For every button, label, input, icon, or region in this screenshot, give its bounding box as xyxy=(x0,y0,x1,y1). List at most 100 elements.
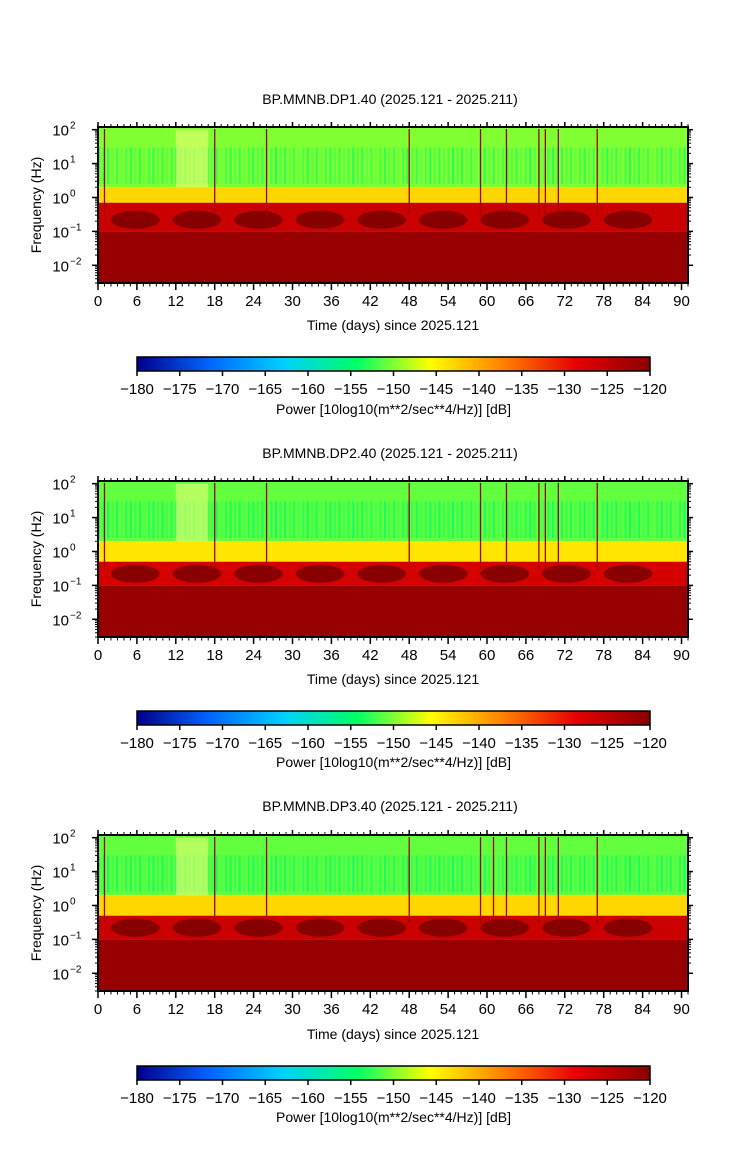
power-texture-stripe xyxy=(388,855,391,892)
power-texture-stripe xyxy=(501,501,504,538)
y-tick-label: 10 xyxy=(52,190,69,207)
power-texture-stripe xyxy=(565,501,568,538)
power-texture-stripe xyxy=(610,501,613,538)
power-texture-stripe xyxy=(152,855,155,892)
power-texture-stripe xyxy=(393,855,395,892)
x-tick-label: 12 xyxy=(167,293,184,310)
power-texture-stripe xyxy=(483,147,486,184)
microseism-peak xyxy=(480,564,530,583)
power-texture-stripe xyxy=(683,855,686,892)
y-tick-exponent: 2 xyxy=(70,829,76,840)
power-texture-stripe xyxy=(429,501,432,538)
power-texture-stripe xyxy=(111,855,114,892)
power-texture-stripe xyxy=(583,501,586,538)
power-texture-stripe xyxy=(511,501,513,538)
x-axis-label: Time (days) since 2025.121 xyxy=(307,1026,479,1042)
colorbar-tick-label: −160 xyxy=(291,1090,325,1107)
power-texture-stripe xyxy=(501,147,504,184)
power-texture-stripe xyxy=(647,855,650,892)
colorbar-tick-label: −150 xyxy=(377,1090,411,1107)
power-texture-stripe xyxy=(533,501,536,538)
power-texture-stripe xyxy=(243,147,246,184)
y-tick-base: 10 xyxy=(52,157,69,174)
power-texture-stripe xyxy=(147,501,150,538)
power-texture-stripe xyxy=(592,855,595,892)
colorbar-tick-label: −145 xyxy=(419,735,453,752)
x-tick-label: 30 xyxy=(284,1001,301,1018)
colorbar-gradient xyxy=(136,356,651,372)
power-texture-stripe xyxy=(365,147,368,184)
power-texture-stripe xyxy=(356,501,359,538)
power-texture-stripe xyxy=(302,855,305,892)
colorbar-tick-label: −160 xyxy=(291,381,325,398)
power-texture-stripe xyxy=(293,855,296,892)
power-texture-stripe xyxy=(370,147,373,184)
power-texture-stripe xyxy=(288,147,291,184)
microseism-peak xyxy=(172,918,222,937)
colorbar-tick-label: −165 xyxy=(248,381,282,398)
power-texture-stripe xyxy=(334,501,336,538)
colorbar-tick-label: −130 xyxy=(548,381,582,398)
power-texture-stripe xyxy=(520,147,523,184)
colorbar-tick-label: −175 xyxy=(163,1090,197,1107)
power-texture-stripe xyxy=(152,147,155,184)
power-texture-stripe xyxy=(116,147,119,184)
power-texture-stripe xyxy=(515,501,518,538)
power-texture-stripe xyxy=(334,855,336,892)
power-texture-stripe xyxy=(465,501,468,538)
power-texture-stripe xyxy=(324,501,327,538)
y-tick-label: 10 xyxy=(52,258,69,275)
microseism-peak xyxy=(418,918,468,937)
x-tick-label: 18 xyxy=(206,1001,223,1018)
power-texture-stripe xyxy=(429,855,432,892)
power-texture-stripe xyxy=(138,855,141,892)
y-tick-base: 10 xyxy=(52,123,69,140)
x-tick-label: 24 xyxy=(245,293,262,310)
power-texture-stripe xyxy=(147,855,150,892)
power-texture-stripe xyxy=(225,855,228,892)
power-texture-stripe xyxy=(433,501,436,538)
power-texture-stripe xyxy=(551,147,554,184)
power-texture-stripe xyxy=(161,855,164,892)
power-texture-stripe xyxy=(651,855,654,892)
power-texture-stripe xyxy=(383,147,386,184)
power-texture-stripe xyxy=(120,855,123,892)
power-texture-stripe xyxy=(574,501,577,538)
power-texture-stripe xyxy=(134,855,137,892)
power-texture-stripe xyxy=(270,855,273,892)
x-tick-label: 36 xyxy=(323,647,340,664)
power-texture-stripe xyxy=(461,855,464,892)
power-texture-stripe xyxy=(420,501,423,538)
power-texture-stripe xyxy=(134,501,137,538)
power-texture-stripe xyxy=(397,147,400,184)
power-texture-stripe xyxy=(674,501,677,538)
power-texture-stripe xyxy=(383,855,386,892)
power-texture-stripe xyxy=(338,855,341,892)
y-tick-label: 10 xyxy=(52,511,69,528)
power-texture-stripe xyxy=(279,147,282,184)
power-texture-stripe xyxy=(424,147,427,184)
power-texture-stripe xyxy=(361,147,364,184)
power-texture-stripe xyxy=(120,501,123,538)
power-texture-stripe xyxy=(311,501,314,538)
y-tick-label: 10 xyxy=(52,123,69,140)
power-texture-stripe xyxy=(107,501,110,538)
heatmap-area xyxy=(98,835,688,991)
power-texture-stripe xyxy=(438,147,441,184)
power-texture-stripe xyxy=(311,147,314,184)
power-texture-stripe xyxy=(343,855,346,892)
power-band-2 xyxy=(98,187,688,203)
power-texture-stripe xyxy=(511,147,513,184)
x-tick-label: 66 xyxy=(518,1001,535,1018)
power-texture-stripe xyxy=(551,855,554,892)
power-texture-stripe xyxy=(560,147,563,184)
power-texture-stripe xyxy=(556,501,559,538)
power-texture-stripe xyxy=(229,501,232,538)
power-texture-stripe xyxy=(216,147,218,184)
power-texture-stripe xyxy=(470,501,473,538)
power-texture-stripe xyxy=(170,501,173,538)
power-texture-stripe xyxy=(497,501,500,538)
power-texture-stripe xyxy=(352,855,355,892)
power-texture-stripe xyxy=(415,855,418,892)
